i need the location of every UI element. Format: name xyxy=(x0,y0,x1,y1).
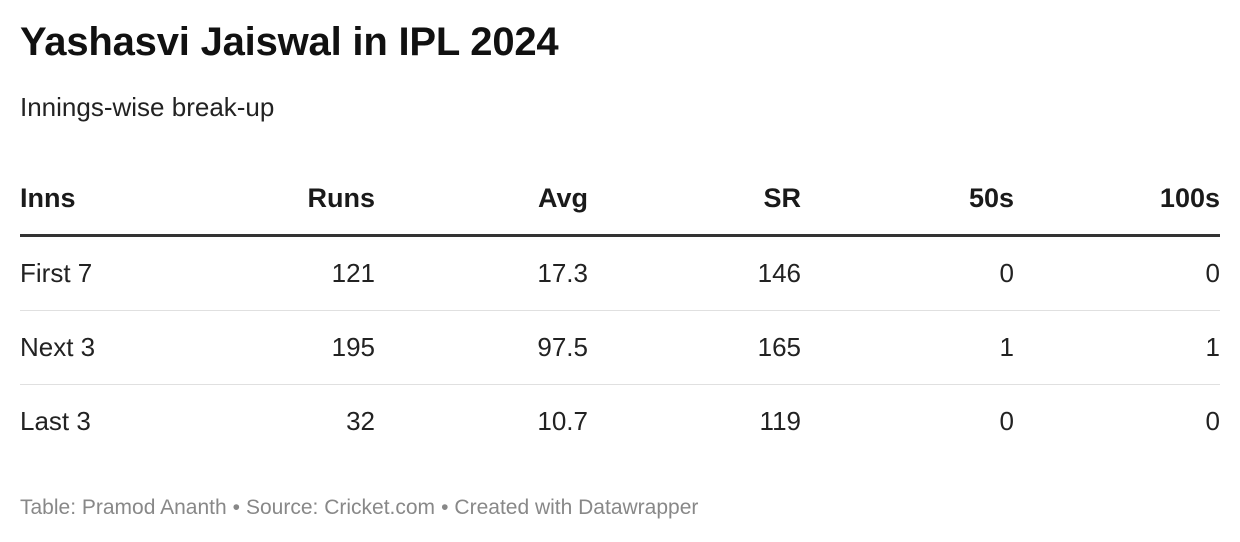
chart-title: Yashasvi Jaiswal in IPL 2024 xyxy=(20,20,559,64)
cell-avg: 10.7 xyxy=(537,406,588,436)
cell-100s: 0 xyxy=(1014,235,1220,311)
footer-separator: • xyxy=(232,496,240,519)
cell-inns: First 7 xyxy=(20,235,170,311)
cell-runs: 195 xyxy=(170,310,375,385)
chart-subtitle: Innings-wise break-up xyxy=(20,92,275,122)
column-header-runs: Runs xyxy=(170,162,375,237)
stats-table: Inns Runs Avg SR 50s 100s First 7 121 17… xyxy=(20,162,1220,458)
footer-credit: Table: Pramod Ananth xyxy=(20,496,227,519)
cell-100s: 0 xyxy=(1205,406,1220,436)
footer-separator: • xyxy=(441,496,449,519)
table-row: First 7 121 17.3 146 0 0 xyxy=(20,235,1220,311)
cell-sr: 119 xyxy=(759,406,801,436)
cell-100s: 1 xyxy=(1014,310,1220,385)
table-row: Last 3 32 10.7 119 0 0 xyxy=(20,385,1220,459)
cell-avg: 17.3 xyxy=(375,235,588,311)
column-header-sr: SR xyxy=(588,162,801,237)
cell-runs: 32 xyxy=(346,406,375,436)
column-header-avg: Avg xyxy=(375,162,588,237)
cell-50s: 0 xyxy=(801,235,1014,311)
footer-source-link[interactable]: Source: Cricket.com xyxy=(246,496,436,519)
footer-datawrapper-link[interactable]: Created with Datawrapper xyxy=(454,496,699,519)
cell-sr: 165 xyxy=(588,310,801,385)
table-row: Next 3 195 97.5 165 1 1 xyxy=(20,310,1220,385)
table-header-row: Inns Runs Avg SR 50s 100s xyxy=(20,162,1220,237)
cell-sr: 146 xyxy=(588,235,801,311)
column-header-50s: 50s xyxy=(801,162,1014,237)
cell-inns: Last 3 xyxy=(20,406,91,436)
cell-runs: 121 xyxy=(170,235,375,311)
column-header-inns: Inns xyxy=(20,162,170,237)
cell-inns: Next 3 xyxy=(20,310,170,385)
chart-footer: Table: Pramod Ananth • Source: Cricket.com… xyxy=(20,496,698,520)
column-header-100s: 100s xyxy=(1014,162,1220,237)
cell-50s: 1 xyxy=(801,310,1014,385)
cell-50s: 0 xyxy=(999,406,1014,436)
cell-avg: 97.5 xyxy=(375,310,588,385)
